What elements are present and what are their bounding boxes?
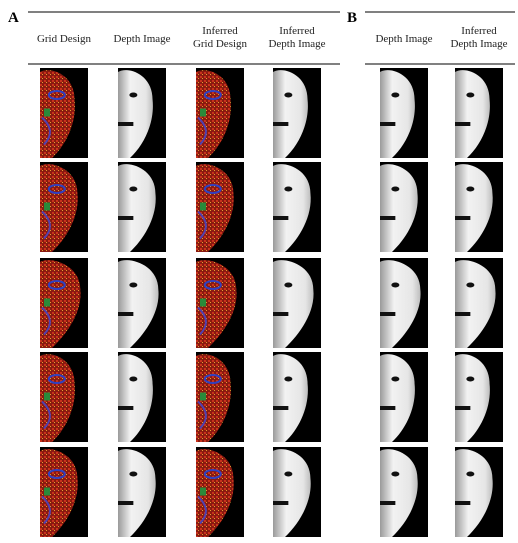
image-cell [118,258,166,348]
column-header: Grid Design [193,38,248,50]
image-cell [118,352,166,442]
image-cell [380,352,428,442]
face-mouth [455,406,470,410]
column-header: Depth Image [268,38,325,50]
column-header: Inferred [461,25,497,37]
image-cell [40,447,88,537]
figure: A B Grid DesignDepth ImageInferredGrid D… [0,0,518,543]
column-header: Depth Image [375,33,432,45]
image-cell [455,68,503,158]
face-eye [391,472,399,477]
image-cell [273,447,321,537]
grid-feature [44,488,50,496]
face-eye [129,377,137,382]
image-cell [273,258,321,348]
face-eye [391,377,399,382]
grid-feature [44,299,50,307]
face-eye [129,472,137,477]
image-cell [118,447,166,537]
face-mouth [380,216,395,220]
grid-feature [200,488,206,496]
column-header: Depth Image [113,33,170,45]
image-cell [380,162,428,252]
face-eye [391,283,399,288]
image-cell [196,162,244,252]
image-cell [455,162,503,252]
image-cell [455,258,503,348]
column-header: Grid Design [37,33,92,45]
image-cell [196,68,244,158]
face-mouth [455,216,470,220]
image-cell [196,447,244,537]
image-cell [455,447,503,537]
face-eye [284,187,292,192]
image-cell [118,68,166,158]
face-eye [284,472,292,477]
face-eye [284,283,292,288]
image-cell [40,162,88,252]
face-eye [391,187,399,192]
face-mouth [118,312,133,316]
grid-feature [44,203,50,211]
grid-feature [44,109,50,117]
face-mouth [273,312,288,316]
face-eye [466,93,474,98]
face-mouth [380,501,395,505]
grid-feature [200,109,206,117]
face-mouth [273,122,288,126]
face-eye [466,283,474,288]
panel-label: B [347,10,357,26]
face-eye [391,93,399,98]
grid-feature [44,393,50,401]
image-cell [273,162,321,252]
face-eye [129,93,137,98]
face-mouth [455,122,470,126]
face-eye [466,472,474,477]
face-mouth [455,312,470,316]
image-cell [118,162,166,252]
image-cell [40,352,88,442]
face-mouth [273,501,288,505]
image-cell [196,352,244,442]
face-mouth [455,501,470,505]
face-mouth [380,406,395,410]
image-cell [196,258,244,348]
grid-feature [200,203,206,211]
image-cell [455,352,503,442]
panel-label: A [8,10,19,26]
column-header: Inferred [279,25,315,37]
face-eye [466,377,474,382]
column-header: Depth Image [450,38,507,50]
column-header: Inferred [202,25,238,37]
face-mouth [118,406,133,410]
face-eye [284,377,292,382]
face-mouth [118,122,133,126]
grid-feature [200,393,206,401]
face-eye [284,93,292,98]
face-mouth [380,122,395,126]
image-cell [380,258,428,348]
image-cell [273,352,321,442]
image-cell [380,68,428,158]
image-cell [380,447,428,537]
face-mouth [380,312,395,316]
face-eye [466,187,474,192]
image-cell [273,68,321,158]
face-mouth [118,501,133,505]
face-mouth [273,216,288,220]
face-mouth [273,406,288,410]
face-eye [129,283,137,288]
image-cell [40,258,88,348]
grid-feature [200,299,206,307]
face-eye [129,187,137,192]
image-cell [40,68,88,158]
face-mouth [118,216,133,220]
